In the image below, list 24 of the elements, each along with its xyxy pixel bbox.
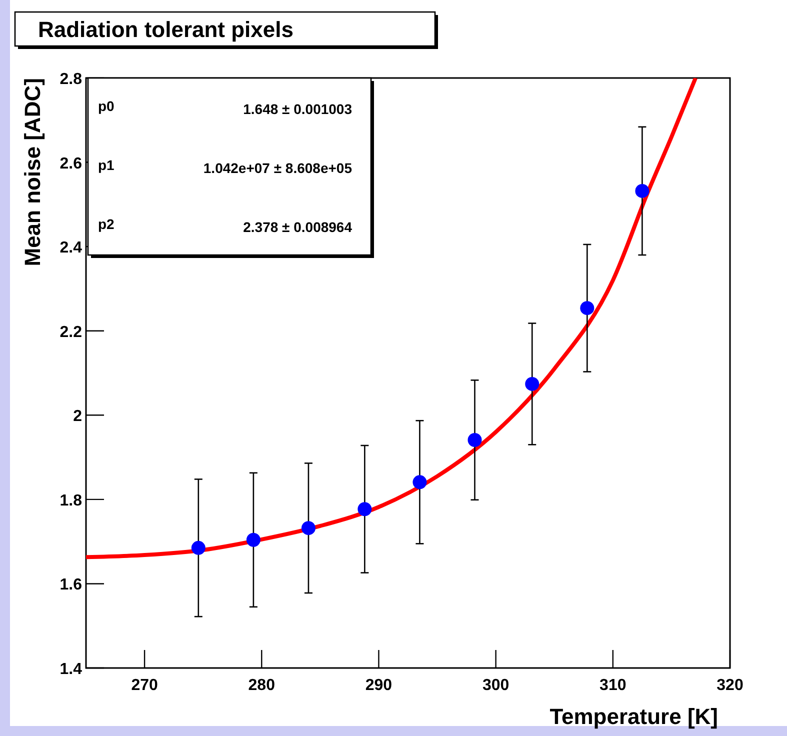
annotation: 2.378 ± 0.008964 xyxy=(243,219,352,235)
x-tick-label: 300 xyxy=(482,677,510,694)
y-tick-label: 2.2 xyxy=(60,324,82,341)
annotation: 1.042e+07 ± 8.608e+05 xyxy=(203,160,352,176)
chart-title: Radiation tolerant pixels xyxy=(38,17,294,42)
x-axis-title: Temperature [K] xyxy=(550,704,718,729)
x-tick-label: 290 xyxy=(365,677,392,694)
x-tick-label: 270 xyxy=(131,677,158,694)
y-tick-label: 2.4 xyxy=(60,240,82,257)
y-tick-label: 1.6 xyxy=(60,576,82,594)
annotation: p0 xyxy=(98,98,115,114)
title-box: Radiation tolerant pixels xyxy=(14,11,438,49)
annotation: p2 xyxy=(98,216,115,232)
y-tick-label: 1.4 xyxy=(60,661,82,678)
y-tick-label: 2.6 xyxy=(60,155,82,172)
x-tick-label: 320 xyxy=(716,677,744,694)
y-tick-label: 1.8 xyxy=(60,492,82,510)
y-tick-label: 2.8 xyxy=(60,71,82,88)
annotation: p1 xyxy=(98,157,115,173)
x-tick-label: 310 xyxy=(600,677,626,694)
x-tick-label: 280 xyxy=(248,677,276,694)
annotation: 1.648 ± 0.001003 xyxy=(243,101,352,117)
y-tick-label: 2 xyxy=(73,408,82,426)
y-axis-title: Mean noise [ADC] xyxy=(20,78,45,266)
